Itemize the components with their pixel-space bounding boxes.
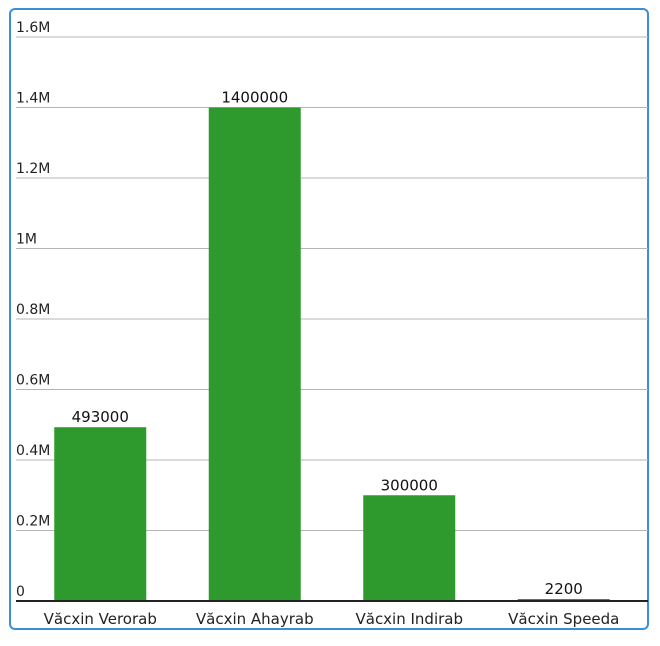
y-tick-label: 0.6M (16, 373, 50, 389)
category-label: Văcxin Ahayrab (196, 610, 314, 628)
y-tick-label: 0.2M (16, 514, 50, 530)
data-label: 493000 (72, 408, 129, 426)
data-label: 2200 (545, 580, 583, 598)
category-label: Văcxin Speeda (508, 610, 619, 628)
category-labels: Văcxin Verorab Văcxin Ahayrab Văcxin Indir… (44, 610, 620, 628)
y-tick-label: 1.2M (16, 161, 50, 177)
y-tick-label: 0 (16, 584, 25, 600)
data-label: 300000 (381, 476, 438, 494)
data-labels: 493000 1400000 300000 2200 (72, 89, 583, 599)
category-label: Văcxin Indirab (355, 610, 463, 628)
y-tick-label: 1.4M (16, 91, 50, 107)
category-label: Văcxin Verorab (44, 610, 157, 628)
bars (54, 107, 610, 601)
y-tick-labels: 0 0.2M 0.4M 0.6M 0.8M 1M 1.2M 1.4M 1.6M (16, 20, 50, 600)
bar (363, 495, 456, 601)
y-tick-label: 0.8M (16, 302, 50, 318)
data-label: 1400000 (221, 89, 288, 107)
bar (54, 427, 147, 601)
y-tick-label: 1M (16, 232, 37, 248)
y-tick-label: 0.4M (16, 443, 50, 459)
bar (208, 107, 301, 601)
y-tick-label: 1.6M (16, 20, 50, 36)
